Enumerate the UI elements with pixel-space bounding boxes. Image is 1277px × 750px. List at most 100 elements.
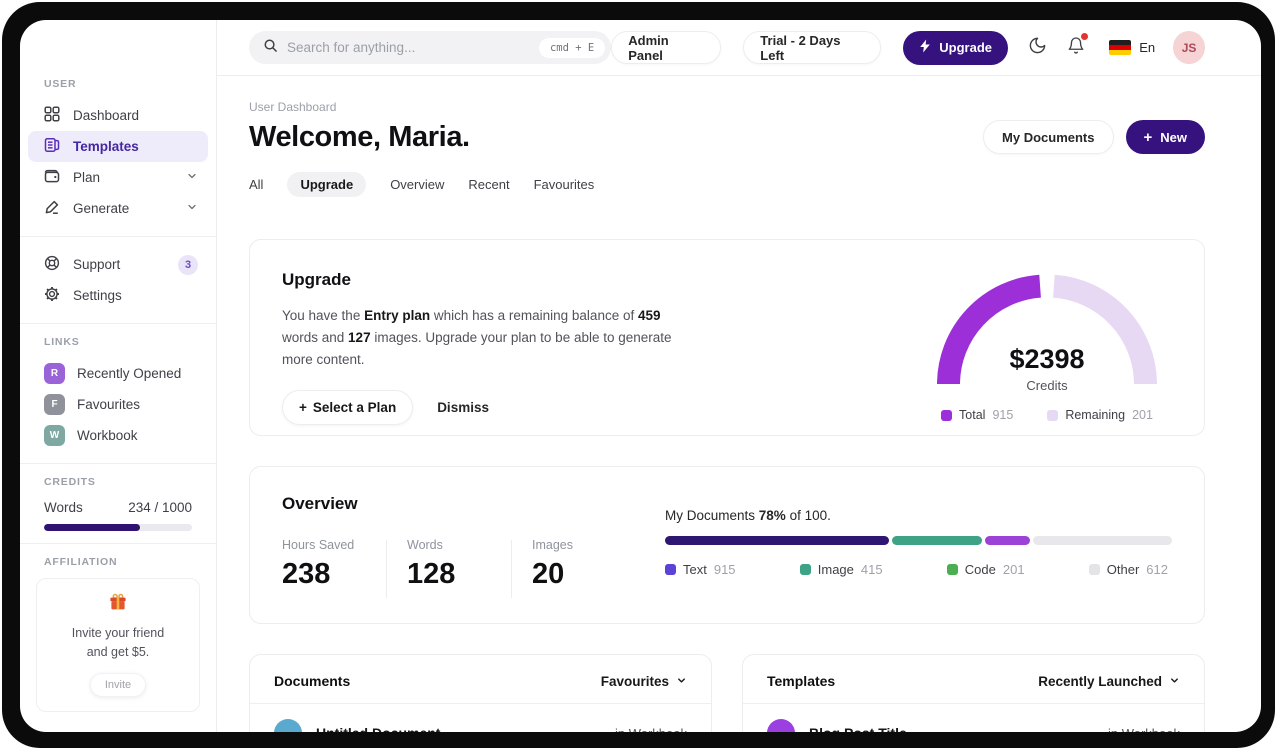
sidebar-item-support[interactable]: Support 3: [28, 249, 208, 280]
overview-card-title: Overview: [282, 494, 358, 513]
bar-segment-code: [984, 536, 1030, 545]
legend-swatch: [1088, 564, 1100, 575]
sidebar-link-favourites[interactable]: F Favourites: [28, 389, 208, 420]
tab-overview[interactable]: Overview: [390, 177, 445, 192]
pencil-icon: [44, 199, 60, 218]
search-icon: [263, 38, 278, 58]
app-window: USER Dashboard Templates Plan Generate S…: [20, 20, 1261, 732]
document-location: in Workbook: [615, 726, 687, 733]
sidebar-section-affiliation: AFFILIATION: [44, 556, 118, 568]
documents-progress-label: My Documents 78% of 100.: [665, 508, 831, 523]
gauge-value: $2398: [1009, 344, 1085, 374]
sidebar-divider: [20, 323, 216, 324]
credits-gauge-chart: $2398 Credits Total 915 Remaining: [934, 271, 1160, 435]
lightning-bolt-icon: [919, 39, 931, 56]
bar-legend: Text 915 Image 415 Code 201 Other 612: [665, 562, 1172, 577]
bell-icon: [1067, 36, 1085, 60]
stat-words: Words 128: [407, 538, 456, 590]
gauge-legend: Total 915 Remaining 201: [934, 408, 1160, 422]
my-documents-button[interactable]: My Documents: [983, 120, 1114, 154]
theme-toggle-button[interactable]: [1028, 36, 1047, 60]
plus-icon: +: [299, 399, 307, 415]
german-flag-icon[interactable]: [1109, 40, 1132, 55]
search-shortcut-badge: cmd + E: [538, 37, 606, 58]
filter-tabs: All Upgrade Overview Recent Favourites: [249, 172, 1205, 197]
chevron-down-icon: [1169, 674, 1180, 689]
page-title: Welcome, Maria.: [249, 120, 470, 153]
sidebar-item-templates[interactable]: Templates: [28, 131, 208, 162]
documents-card: Documents Favourites Untitled Document i…: [249, 654, 712, 732]
credits-progress-fill: [44, 524, 141, 531]
chevron-down-icon: [676, 674, 687, 689]
sidebar-item-label: Workbook: [77, 428, 138, 443]
gear-icon: [44, 286, 60, 305]
trial-status-button[interactable]: Trial - 2 Days Left: [743, 31, 882, 64]
select-plan-button[interactable]: + Select a Plan: [282, 389, 414, 425]
stat-divider: [386, 540, 387, 598]
templates-filter-dropdown[interactable]: Recently Launched: [1038, 674, 1180, 689]
template-location: in Workbook: [1108, 726, 1180, 733]
affiliation-card: Invite your friend and get $5. Invite: [36, 578, 200, 712]
sidebar-section-credits: CREDITS: [44, 476, 96, 488]
tab-favourites[interactable]: Favourites: [533, 177, 595, 192]
gauge-caption: Credits: [1026, 378, 1068, 393]
sidebar-divider: [20, 463, 216, 464]
sidebar-item-generate[interactable]: Generate: [28, 193, 208, 224]
link-initial-badge: R: [44, 363, 65, 384]
stat-divider: [511, 540, 512, 598]
admin-panel-button[interactable]: Admin Panel: [611, 31, 722, 64]
topbar: cmd + E Admin Panel Trial - 2 Days Left …: [217, 20, 1261, 76]
search-field[interactable]: [287, 40, 539, 55]
notifications-button[interactable]: [1067, 32, 1089, 60]
bar-segment-text: [665, 536, 890, 545]
sidebar-link-workbook[interactable]: W Workbook: [28, 420, 208, 451]
sidebar-item-label: Recently Opened: [77, 366, 182, 381]
document-row[interactable]: Untitled Document in Workbook: [250, 704, 711, 732]
half-donut-gauge: [937, 274, 1157, 385]
template-row[interactable]: Blog Post Title in Workbook: [743, 704, 1204, 732]
legend-swatch: [946, 564, 958, 575]
invite-button[interactable]: Invite: [89, 672, 147, 697]
stats-row: Hours Saved 238 Words 128 Images 20: [282, 538, 665, 598]
sidebar-item-settings[interactable]: Settings: [28, 280, 208, 311]
sidebar-item-label: Plan: [73, 170, 101, 185]
gift-icon: [108, 593, 128, 616]
sidebar-link-recently-opened[interactable]: R Recently Opened: [28, 358, 208, 389]
sidebar-item-label: Settings: [73, 288, 122, 303]
legend-item-remaining: Remaining 201: [1047, 408, 1153, 422]
dismiss-button[interactable]: Dismiss: [437, 399, 489, 415]
plus-icon: +: [1143, 128, 1153, 146]
search-input[interactable]: cmd + E: [249, 31, 612, 64]
sidebar-item-dashboard[interactable]: Dashboard: [28, 100, 208, 131]
overview-card: Overview Hours Saved 238 Words 128: [249, 466, 1205, 624]
upgrade-card-left: Upgrade You have the Entry plan which ha…: [282, 270, 697, 435]
legend-swatch: [1047, 409, 1059, 421]
lifebuoy-icon: [44, 255, 60, 274]
upgrade-button[interactable]: Upgrade: [903, 30, 1009, 65]
chevron-down-icon: [186, 201, 198, 216]
tab-upgrade[interactable]: Upgrade: [287, 172, 367, 197]
moon-icon: [1028, 36, 1047, 60]
tab-recent[interactable]: Recent: [468, 177, 510, 192]
language-label[interactable]: En: [1139, 40, 1156, 55]
stat-hours-saved: Hours Saved 238: [282, 538, 355, 590]
upgrade-card-title: Upgrade: [282, 270, 351, 289]
template-name: Blog Post Title: [809, 725, 907, 732]
documents-filter-dropdown[interactable]: Favourites: [601, 674, 687, 689]
documents-card-title: Documents: [274, 673, 351, 689]
user-avatar[interactable]: JS: [1173, 31, 1206, 64]
link-initial-badge: W: [44, 425, 65, 446]
sidebar-item-label: Dashboard: [73, 108, 140, 123]
credits-words-label: Words: [44, 500, 83, 515]
legend-item-image: Image 415: [799, 562, 883, 577]
new-button[interactable]: + New: [1125, 120, 1205, 154]
upgrade-card: Upgrade You have the Entry plan which ha…: [249, 239, 1205, 436]
sidebar-divider: [20, 543, 216, 544]
legend-swatch: [799, 564, 811, 575]
legend-item-total: Total 915: [941, 408, 1013, 422]
templates-document-icon: [44, 137, 60, 156]
sidebar-item-plan[interactable]: Plan: [28, 162, 208, 193]
stat-images: Images 20: [532, 538, 573, 590]
tab-all[interactable]: All: [249, 177, 264, 192]
